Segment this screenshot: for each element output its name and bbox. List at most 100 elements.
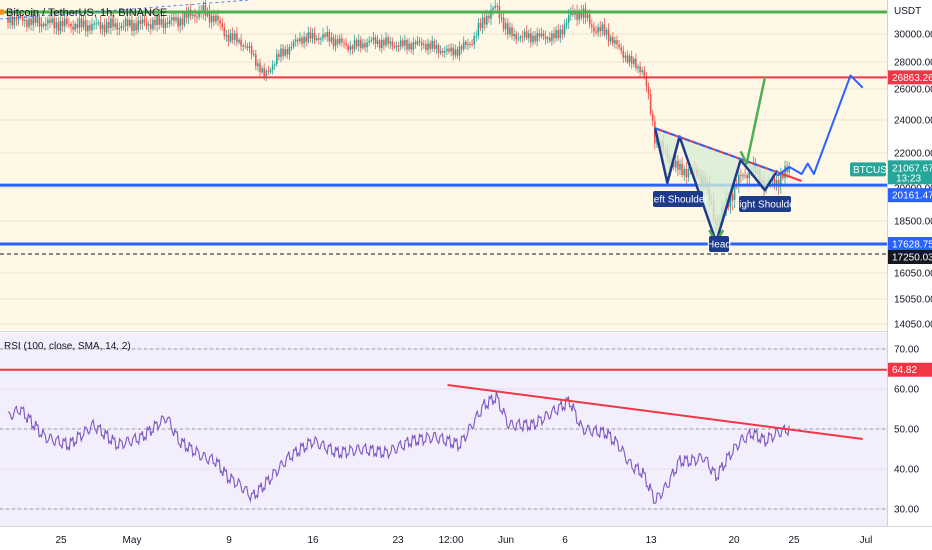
support-tag: 17628.75 xyxy=(892,240,932,251)
candle-body xyxy=(210,15,213,23)
candle-body xyxy=(391,41,394,47)
candle-body xyxy=(250,46,253,55)
candle-body xyxy=(290,46,293,48)
last-price-tag-box xyxy=(888,160,932,185)
price-tick-label: 14050.00 xyxy=(894,320,932,331)
candle-body xyxy=(154,19,156,26)
candle-body xyxy=(160,18,163,25)
candle-body xyxy=(605,29,608,35)
candle-body xyxy=(259,63,261,73)
candle-body xyxy=(147,24,150,26)
candle-body xyxy=(578,11,580,20)
candle-body xyxy=(616,40,618,45)
candle-body xyxy=(196,16,198,18)
red-level-tag: 26863.26 xyxy=(892,73,932,84)
candle-body xyxy=(227,34,230,42)
candle-body xyxy=(635,58,637,69)
candle-body xyxy=(36,17,39,23)
candle-body xyxy=(477,22,480,36)
candle-body xyxy=(612,37,614,44)
candle-body xyxy=(38,17,41,27)
candle-body xyxy=(744,175,746,177)
candle-body xyxy=(185,12,188,18)
candle-body xyxy=(343,42,345,44)
right-shoulder-label: Right Shoulder xyxy=(732,200,799,211)
candle-body xyxy=(118,28,121,30)
price-tick-label: 30000.00 xyxy=(894,30,932,41)
candle-body xyxy=(502,17,505,30)
candle-body xyxy=(284,49,286,56)
level-lines xyxy=(0,0,887,255)
candle-body xyxy=(490,9,492,19)
candle-body xyxy=(437,44,440,54)
candle-body xyxy=(68,23,70,25)
candle-body xyxy=(782,173,784,179)
rsi-tick-label: 40.00 xyxy=(894,465,919,476)
candle-body xyxy=(731,194,734,202)
time-tick-label: May xyxy=(123,535,142,546)
candle-body xyxy=(599,27,601,32)
candle-body xyxy=(305,36,307,42)
candle-body xyxy=(213,15,215,22)
candle-body xyxy=(292,41,295,47)
symbol-title: Bitcoin / TetherUS, 1h, BINANCE xyxy=(6,7,167,19)
candle-body xyxy=(26,19,28,27)
candle-body xyxy=(362,43,364,48)
head-label-box xyxy=(709,236,729,252)
candle-body xyxy=(780,173,782,187)
candle-body xyxy=(320,38,322,40)
candle-body xyxy=(427,43,429,50)
candle-body xyxy=(238,39,240,43)
candle-body xyxy=(93,23,95,25)
price-tick-label: 16050.00 xyxy=(894,269,932,280)
symbol-tag: BTCUSDT xyxy=(853,165,900,176)
left-shoulder-label: Left Shoulder xyxy=(648,195,708,206)
candle-body xyxy=(408,43,410,50)
candle-body xyxy=(740,175,742,177)
candle-body xyxy=(11,16,13,26)
candle-body xyxy=(536,33,538,42)
price-tick-label: 28000.00 xyxy=(894,58,932,69)
candle-body xyxy=(328,32,331,42)
candle-body xyxy=(255,54,257,67)
candle-body xyxy=(683,168,685,176)
candle-body xyxy=(47,19,49,24)
candle-body xyxy=(80,18,83,28)
candle-body xyxy=(486,15,488,25)
candle-body xyxy=(773,178,776,186)
candle-body xyxy=(173,17,175,21)
price-tick-label: 22000.00 xyxy=(894,149,932,160)
time-tick-label: Jun xyxy=(498,535,514,546)
candle-body xyxy=(517,38,520,40)
candle-body xyxy=(76,24,79,28)
candle-body xyxy=(639,66,641,73)
candle-body xyxy=(7,17,9,23)
candle-body xyxy=(383,39,385,46)
candle-body xyxy=(324,34,326,37)
candle-body xyxy=(326,32,328,37)
candle-body xyxy=(158,15,160,25)
head-label: Head xyxy=(707,240,731,251)
candle-body xyxy=(645,75,648,87)
candle-body xyxy=(620,47,622,51)
candle-body xyxy=(152,19,154,29)
candle-body xyxy=(110,18,112,29)
candle-body xyxy=(13,17,16,26)
rsi-tick-label: 70.00 xyxy=(894,345,919,356)
candle-body xyxy=(271,65,274,70)
price-tick-label: 15050.00 xyxy=(894,295,932,306)
candle-body xyxy=(643,70,646,76)
candle-body xyxy=(435,44,438,49)
candle-body xyxy=(261,68,263,73)
candle-body xyxy=(595,31,597,33)
grid-layer xyxy=(0,33,887,510)
blue-projection-arrow xyxy=(776,74,864,177)
candle-body xyxy=(91,23,93,31)
candle-body xyxy=(74,24,76,30)
candle-body xyxy=(462,41,465,50)
candle-body xyxy=(448,48,450,52)
candle-body xyxy=(399,40,402,47)
candle-body xyxy=(84,20,87,32)
currency-label: USDT xyxy=(894,6,921,17)
candle-body xyxy=(559,29,562,39)
